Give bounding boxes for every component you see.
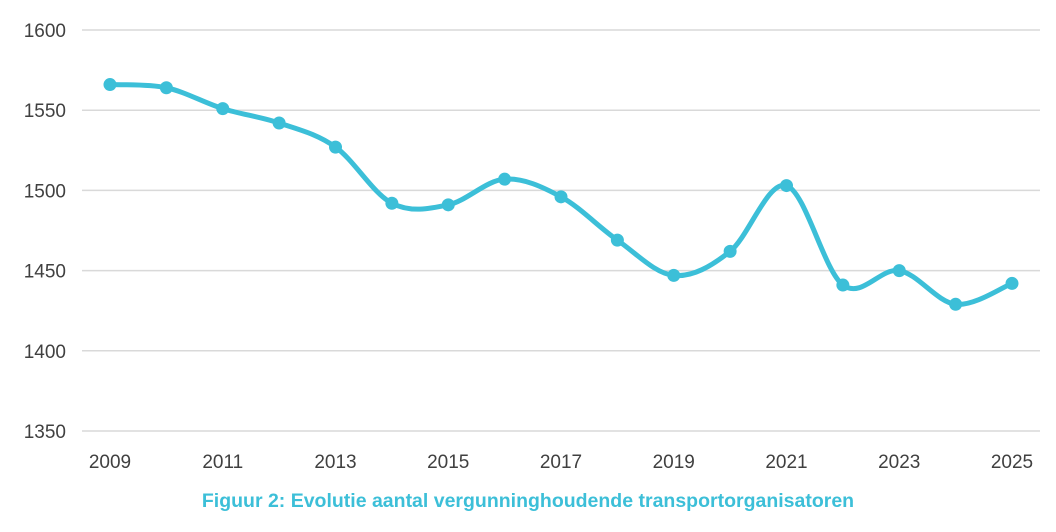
data-point-2021 (780, 179, 793, 193)
x-tick-label: 2021 (765, 452, 807, 473)
y-tick-label: 1550 (24, 101, 66, 122)
x-tick-label: 2015 (427, 452, 469, 473)
figure-caption: Figuur 2: Evolutie aantal vergunninghoud… (201, 490, 855, 512)
x-tick-label: 2013 (314, 452, 356, 473)
data-point-2022 (836, 278, 850, 292)
data-point-2018 (610, 233, 624, 247)
x-tick-label: 2009 (89, 452, 131, 473)
data-point-2023 (892, 264, 906, 278)
data-point-2011 (216, 102, 230, 116)
y-tick-label: 1500 (24, 181, 66, 202)
x-tick-label: 2011 (202, 452, 243, 473)
y-tick-label: 1350 (24, 422, 66, 443)
data-point-2013 (329, 140, 342, 154)
y-tick-label: 1450 (24, 262, 66, 283)
data-point-2024 (949, 297, 963, 311)
data-point-2012 (272, 116, 286, 130)
x-axis-tick-labels: 2009 2011 2013 2015 2017 2019 2021 2023 2025 (89, 452, 1033, 473)
data-point-2017 (554, 190, 568, 204)
data-point-2015 (441, 198, 455, 212)
y-axis-tick-labels: 1350 1400 1450 1500 1550 1600 (24, 21, 66, 443)
y-tick-label: 1600 (24, 21, 66, 42)
x-tick-label: 2019 (653, 452, 695, 473)
data-point-2010 (159, 81, 173, 95)
x-tick-label: 2017 (540, 452, 582, 473)
x-tick-label: 2023 (878, 452, 920, 473)
data-points (103, 78, 1019, 311)
x-tick-label: 2025 (991, 452, 1033, 473)
data-point-2025 (1005, 276, 1019, 290)
data-point-2020 (723, 244, 737, 258)
data-point-2016 (498, 172, 512, 186)
data-point-2009 (103, 78, 117, 92)
data-point-2014 (385, 196, 399, 210)
data-point-2019 (667, 268, 681, 282)
gridlines (82, 29, 1040, 432)
y-tick-label: 1400 (24, 342, 66, 363)
